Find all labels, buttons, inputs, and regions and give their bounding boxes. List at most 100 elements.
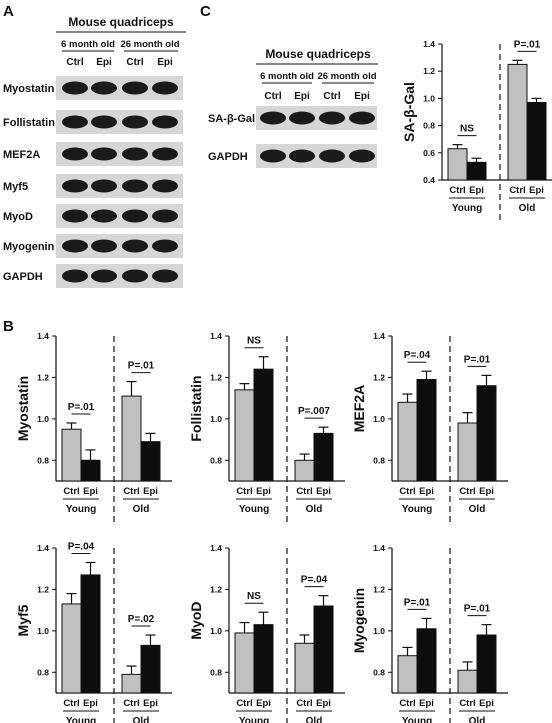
blot-a-band (62, 115, 88, 129)
y-tick-label: 1.0 (373, 626, 385, 636)
blot-c-lane-3: Ctrl (323, 91, 340, 102)
blot-a-band (152, 81, 178, 95)
blot-c-lane-2: Epi (294, 91, 310, 102)
panel-label-b: B (3, 318, 14, 335)
significance-label: P=.01 (128, 361, 155, 372)
blot-a-row-label: Myostatin (3, 83, 55, 95)
category-label: Ctrl (296, 486, 312, 497)
group-label: Old (306, 716, 323, 723)
y-tick-label: 1.0 (210, 414, 222, 424)
significance-label: NS (247, 336, 261, 347)
bar-epi-old (476, 634, 497, 694)
bar-charts: 0.4 0.6 0.8 1.0 1.2 1.4 SA-β-Gal Ctrl Epi Young NS… (15, 39, 552, 723)
blot-c-lane-4: Epi (354, 91, 370, 102)
blot-a-age-young: 6 month old (61, 39, 115, 50)
y-tick-label: 1.2 (210, 584, 222, 594)
chart-myogenin: 0.8 1.0 1.2 1.4 Myogenin Ctrl Epi Young P=.01 Ctr… (351, 543, 508, 723)
category-label: Epi (419, 698, 434, 709)
y-axis-label: Myostatin (15, 376, 31, 441)
category-label: Ctrl (123, 486, 139, 497)
bar-ctrl-old (294, 459, 315, 482)
blot-a-lane-1: Ctrl (66, 57, 83, 68)
significance-label: P=.04 (68, 542, 95, 553)
bar-ctrl-old (457, 669, 478, 694)
blot-a-band (62, 81, 88, 95)
blot-a-row-label: MyoD (3, 211, 33, 223)
bar-epi-young (416, 379, 437, 482)
y-tick-label: 1.0 (423, 93, 435, 103)
blot-a-band (152, 147, 178, 161)
bar-epi-old (476, 385, 497, 482)
y-tick-label: 0.4 (423, 175, 435, 185)
bar-epi-young (253, 624, 274, 694)
blot-c-age-old: 26 month old (317, 71, 376, 82)
y-axis-label: Myf5 (15, 604, 31, 636)
category-label: Epi (479, 486, 494, 497)
category-label: Epi (316, 486, 331, 497)
significance-label: P=.01 (514, 39, 541, 50)
significance-label: P=.02 (128, 614, 155, 625)
blot-c-row: SA-β-Gal (208, 106, 377, 130)
y-tick-label: 0.8 (423, 121, 435, 131)
chart-myod: 0.8 1.0 1.2 1.4 MyoD Ctrl Epi Young NS Ctrl Epi Old… (188, 543, 345, 723)
blot-a-band (152, 179, 178, 193)
blot-a-band (91, 269, 117, 283)
category-label: Epi (479, 698, 494, 709)
category-label: Ctrl (236, 486, 252, 497)
y-tick-label: 0.8 (210, 667, 222, 677)
y-tick-label: 1.4 (373, 331, 385, 341)
category-label: Ctrl (63, 486, 79, 497)
blot-a-band (62, 147, 88, 161)
blot-c-title: Mouse quadriceps (265, 47, 371, 61)
group-label: Old (469, 504, 486, 515)
y-tick-label: 1.4 (37, 331, 49, 341)
category-label: Ctrl (459, 486, 475, 497)
blot-c-band (349, 149, 375, 163)
blot-a-row-label: Myf5 (3, 181, 28, 193)
panel-label-c: C (200, 3, 211, 20)
blot-a: Myostatin Follistatin MEF2A Myf5 MyoD Myogeni… (3, 76, 183, 288)
bar-ctrl-old (121, 395, 142, 482)
blot-a-row: Follistatin (3, 110, 183, 134)
bar-epi-old (140, 441, 161, 482)
bar-epi-young (416, 628, 437, 694)
blot-c-header: Mouse quadriceps 6 month old 26 month ol… (256, 47, 378, 102)
category-label: Epi (256, 486, 271, 497)
category-label: Ctrl (509, 185, 525, 196)
category-label: Ctrl (236, 698, 252, 709)
bar-ctrl-young (61, 428, 82, 482)
y-tick-label: 1.2 (37, 584, 49, 594)
category-label: Ctrl (63, 698, 79, 709)
chart-myf5: 0.8 1.0 1.2 1.4 Myf5 Ctrl Epi Young P=.04 Ctrl Epi… (15, 542, 172, 723)
blot-a-band (152, 209, 178, 223)
blot-c-row-label: GAPDH (208, 151, 248, 163)
chart-myostatin: 0.8 1.0 1.2 1.4 Myostatin Ctrl Epi Young P=.01 Ct… (15, 331, 172, 525)
y-tick-label: 0.8 (210, 455, 222, 465)
blot-a-row-label: Follistatin (3, 117, 55, 129)
bar-ctrl-young (234, 389, 255, 482)
blot-c-band (260, 111, 286, 125)
chart-follistatin: 0.8 1.0 1.2 1.4 Follistatin Ctrl Epi Young NS Ctr… (188, 331, 345, 525)
bar-epi-old (313, 605, 334, 694)
category-label: Epi (83, 486, 98, 497)
bar-epi-young (253, 368, 274, 482)
blot-a-row-label: Myogenin (3, 241, 55, 253)
blot-a-row-label: MEF2A (3, 149, 40, 161)
blot-c: SA-β-Gal GAPDH (208, 106, 377, 168)
blot-a-band (122, 269, 148, 283)
bar-ctrl-old (294, 642, 315, 694)
blot-c-band (260, 149, 286, 163)
y-tick-label: 1.4 (210, 543, 222, 553)
group-label: Old (306, 504, 323, 515)
group-label: Old (133, 504, 150, 515)
category-label: Epi (529, 185, 544, 196)
y-tick-label: 1.4 (373, 543, 385, 553)
category-label: Epi (469, 185, 484, 196)
y-tick-label: 0.8 (373, 667, 385, 677)
category-label: Ctrl (399, 486, 415, 497)
blot-a-band (62, 209, 88, 223)
bar-epi-old (140, 644, 161, 694)
chart-sa-b-gal: 0.4 0.6 0.8 1.0 1.2 1.4 SA-β-Gal Ctrl Epi Young NS… (401, 39, 552, 224)
group-label: Young (239, 504, 269, 515)
